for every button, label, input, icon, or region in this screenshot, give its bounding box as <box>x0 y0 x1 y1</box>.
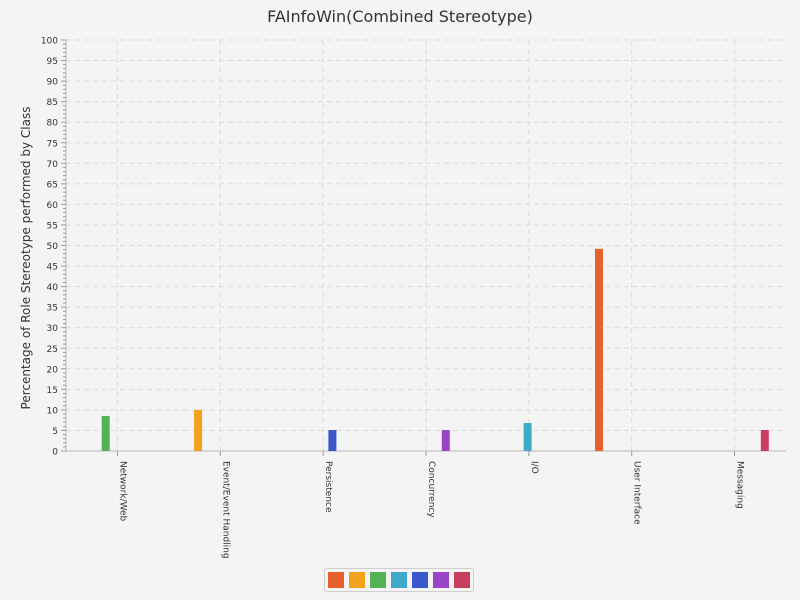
legend-swatch <box>328 572 344 588</box>
y-tick-label: 40 <box>47 283 59 293</box>
legend-swatch <box>370 572 386 588</box>
bar <box>441 430 450 451</box>
x-tick-label: Network/Web <box>117 461 127 522</box>
legend-swatch <box>454 572 470 588</box>
y-tick-label: 50 <box>47 242 59 252</box>
y-tick-label: 10 <box>47 406 59 416</box>
y-tick-label: 65 <box>47 180 58 190</box>
legend-swatch <box>391 572 407 588</box>
y-tick-label: 60 <box>47 201 59 211</box>
y-tick-label: 25 <box>47 345 58 355</box>
bar <box>523 423 532 451</box>
y-tick-label: 20 <box>47 365 59 375</box>
x-tick-label: Messaging <box>735 461 745 509</box>
y-tick-label: 35 <box>47 304 58 314</box>
y-tick-label: 95 <box>47 57 58 67</box>
chart-title: FAInfoWin(Combined Stereotype) <box>267 7 533 26</box>
x-tick-label: User Interface <box>632 461 642 525</box>
y-tick-label: 55 <box>47 221 58 231</box>
x-tick-label: Concurrency <box>426 461 436 518</box>
y-tick-label: 70 <box>47 160 59 170</box>
y-tick-label: 15 <box>47 386 58 396</box>
legend-swatch <box>433 572 449 588</box>
y-tick-label: 80 <box>47 119 59 129</box>
bar <box>328 430 337 451</box>
y-tick-label: 30 <box>47 324 59 334</box>
x-tick-label: I/O <box>529 461 539 474</box>
y-tick-label: 100 <box>41 37 58 47</box>
legend <box>324 568 474 592</box>
bar <box>594 248 603 451</box>
bar <box>194 409 203 451</box>
legend-swatch <box>412 572 428 588</box>
bar <box>760 430 769 451</box>
y-tick-label: 85 <box>47 98 58 108</box>
y-tick-label: 75 <box>47 139 58 149</box>
y-tick-label: 90 <box>47 78 59 88</box>
y-tick-label: 45 <box>47 263 58 273</box>
y-tick-label: 0 <box>52 448 58 458</box>
y-tick-label: 5 <box>52 427 58 437</box>
legend-swatch <box>349 572 365 588</box>
bar <box>101 416 110 451</box>
x-tick-label: Persistence <box>323 461 333 513</box>
x-tick-label: Event/Event Handling <box>220 461 230 559</box>
